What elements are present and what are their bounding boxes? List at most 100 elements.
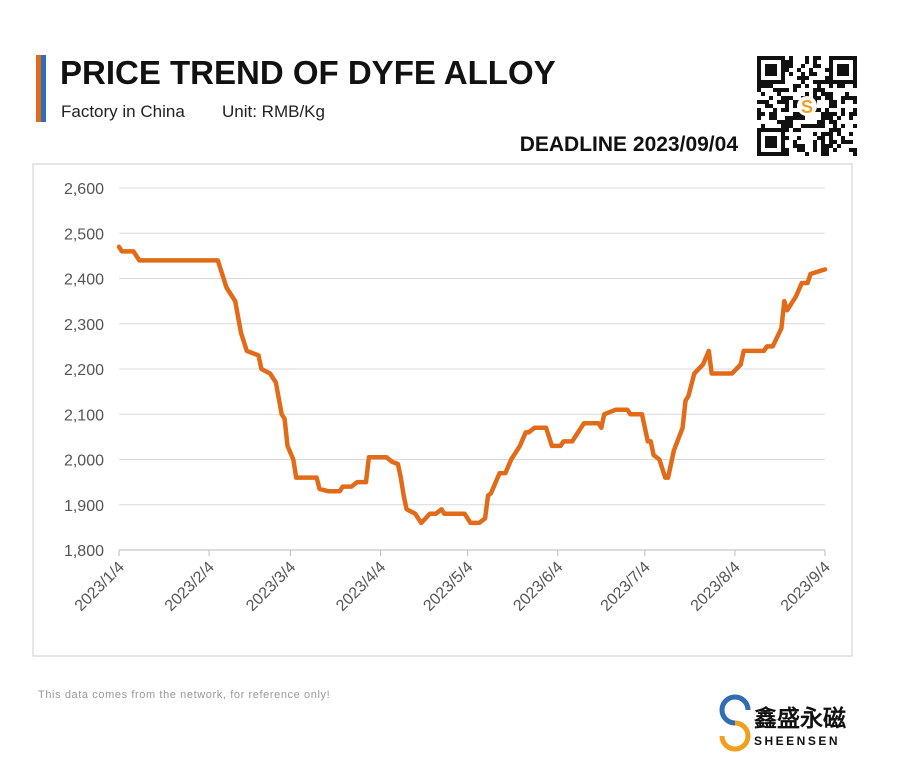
qr-cell bbox=[757, 88, 761, 92]
qr-cell bbox=[841, 136, 845, 140]
qr-cell bbox=[829, 136, 833, 140]
qr-finder bbox=[757, 56, 785, 84]
qr-cell bbox=[853, 84, 857, 88]
qr-cell bbox=[769, 84, 773, 88]
qr-cell bbox=[817, 108, 821, 112]
qr-cell bbox=[829, 84, 833, 88]
qr-cell bbox=[793, 104, 797, 108]
qr-cell bbox=[817, 136, 821, 140]
qr-cell bbox=[813, 132, 817, 136]
qr-cell bbox=[785, 124, 789, 128]
qr-cell bbox=[825, 76, 829, 80]
qr-cell bbox=[781, 96, 785, 100]
qr-cell bbox=[773, 108, 777, 112]
qr-cell bbox=[805, 60, 809, 64]
qr-cell bbox=[813, 92, 817, 96]
qr-cell bbox=[805, 84, 809, 88]
qr-cell bbox=[785, 104, 789, 108]
x-tick-label: 2023/3/4 bbox=[243, 559, 299, 615]
qr-cell bbox=[801, 148, 805, 152]
qr-cell bbox=[829, 120, 833, 124]
qr-cell bbox=[821, 144, 825, 148]
x-tick-label: 2023/4/4 bbox=[333, 559, 389, 615]
y-tick-label: 2,600 bbox=[64, 181, 104, 198]
qr-cell bbox=[853, 112, 857, 116]
qr-cell bbox=[817, 96, 821, 100]
qr-cell bbox=[829, 92, 833, 96]
qr-cell bbox=[837, 128, 841, 132]
qr-cell bbox=[801, 144, 805, 148]
qr-cell bbox=[821, 80, 825, 84]
qr-cell bbox=[853, 96, 857, 100]
x-tick-label: 2023/1/4 bbox=[72, 559, 128, 615]
qr-cell bbox=[821, 152, 825, 156]
qr-cell bbox=[837, 144, 841, 148]
qr-finder bbox=[837, 64, 849, 76]
qr-cell bbox=[793, 144, 797, 148]
qr-cell bbox=[821, 120, 825, 124]
qr-cell bbox=[809, 68, 813, 72]
qr-cell bbox=[793, 84, 797, 88]
plot-frame bbox=[32, 163, 853, 657]
qr-cell bbox=[757, 84, 761, 88]
qr-cell bbox=[805, 92, 809, 96]
qr-cell bbox=[821, 140, 825, 144]
qr-cell bbox=[801, 116, 805, 120]
y-tick-label: 2,400 bbox=[64, 272, 104, 289]
chart-title: PRICE TREND OF DYFE ALLOY bbox=[60, 54, 556, 91]
qr-cell bbox=[813, 88, 817, 92]
qr-cell bbox=[817, 56, 821, 60]
qr-cell bbox=[841, 100, 845, 104]
qr-cell bbox=[813, 144, 817, 148]
qr-cell bbox=[833, 140, 837, 144]
qr-cell bbox=[777, 120, 781, 124]
qr-cell bbox=[761, 124, 765, 128]
qr-cell bbox=[853, 152, 857, 156]
qr-cell bbox=[829, 112, 833, 116]
qr-cell bbox=[813, 64, 817, 68]
qr-cell bbox=[817, 124, 821, 128]
qr-cell bbox=[813, 96, 817, 100]
qr-cell bbox=[793, 100, 797, 104]
qr-cell bbox=[829, 100, 833, 104]
qr-cell bbox=[829, 104, 833, 108]
qr-cell bbox=[793, 88, 797, 92]
qr-cell bbox=[817, 88, 821, 92]
qr-cell bbox=[825, 68, 829, 72]
qr-cell bbox=[833, 112, 837, 116]
footnote: This data comes from the network, for re… bbox=[38, 689, 330, 701]
subtitle: Factory in China bbox=[61, 102, 185, 121]
qr-cell bbox=[785, 116, 789, 120]
qr-cell bbox=[849, 112, 853, 116]
price-line bbox=[116, 244, 828, 526]
qr-cell bbox=[785, 64, 789, 68]
x-tick-label: 2023/6/4 bbox=[510, 559, 566, 615]
qr-cell bbox=[841, 112, 845, 116]
qr-cell bbox=[833, 128, 837, 132]
qr-cell bbox=[841, 140, 845, 144]
qr-cell bbox=[797, 136, 801, 140]
qr-cell bbox=[805, 152, 809, 156]
qr-cell bbox=[777, 92, 781, 96]
unit: Unit: RMB/Kg bbox=[222, 102, 325, 121]
qr-code: S bbox=[757, 56, 857, 156]
qr-cell bbox=[797, 128, 801, 132]
qr-cell bbox=[781, 108, 785, 112]
qr-cell bbox=[781, 88, 785, 92]
qr-cell bbox=[825, 112, 829, 116]
qr-logo: S bbox=[801, 97, 813, 117]
y-tick-label: 2,200 bbox=[64, 362, 104, 379]
y-tick-label: 2,300 bbox=[64, 317, 104, 334]
deadline: DEADLINE 2023/09/04 bbox=[520, 133, 739, 156]
y-tick-label: 1,900 bbox=[64, 498, 104, 515]
qr-cell bbox=[769, 104, 773, 108]
brand-en: SHEENSEN bbox=[754, 734, 840, 748]
qr-cell bbox=[849, 140, 853, 144]
qr-cell bbox=[785, 136, 789, 140]
qr-cell bbox=[833, 124, 837, 128]
qr-cell bbox=[765, 84, 769, 88]
qr-cell bbox=[817, 120, 821, 124]
qr-cell bbox=[825, 96, 829, 100]
qr-finder bbox=[765, 64, 777, 76]
